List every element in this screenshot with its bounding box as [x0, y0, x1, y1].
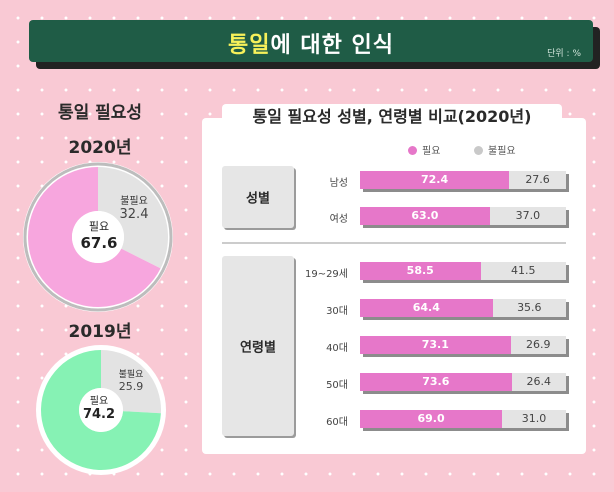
donut-2020-no-value: 32.4 — [119, 207, 149, 222]
bar-need — [360, 171, 510, 189]
donut-2019-year: 2019년 — [68, 322, 132, 342]
bar-need — [360, 262, 481, 280]
bar-need-value: 72.4 — [421, 173, 449, 186]
unit-label: 단위 : % — [547, 49, 581, 59]
bar-no-value: 26.4 — [526, 375, 552, 388]
legend-no: 불필요 — [474, 142, 516, 157]
donut-chart-2020 — [23, 162, 173, 312]
bar-need-value: 73.6 — [422, 375, 450, 388]
page-title-rest: 에 대한 인식 — [270, 33, 394, 58]
bar-need-value: 73.1 — [421, 338, 449, 351]
row-label: 남성 — [329, 178, 348, 189]
bar-no-value: 35.6 — [517, 301, 542, 314]
bar-need-value: 58.5 — [406, 264, 434, 277]
bar-need-value: 63.0 — [411, 209, 439, 222]
bar-no-value: 41.5 — [510, 264, 536, 277]
bar-track: 58.5 41.5 — [360, 262, 566, 280]
comparison-title-box: 통일 필요성 성별, 연령별 비교(2020년) — [222, 104, 562, 130]
legend-need-swatch — [408, 146, 417, 155]
donut-2019-slice-no — [101, 350, 161, 414]
page-title-highlight: 통일 — [227, 33, 271, 58]
bar-no-value: 27.6 — [525, 173, 550, 186]
bar-track: 64.4 35.6 — [360, 299, 566, 317]
bar-need — [360, 410, 503, 428]
necessity-title: 통일 필요성 — [57, 103, 143, 123]
donut-2020-hole — [72, 211, 124, 263]
bar-track: 72.4 27.6 — [360, 171, 566, 189]
bar-no-value: 37.0 — [515, 209, 541, 222]
donut-2019-slice-need — [41, 350, 161, 470]
row-label: 40대 — [326, 343, 348, 354]
bar-track: 73.6 26.4 — [360, 373, 566, 391]
donut-2019-need-value: 74.2 — [82, 407, 116, 422]
legend-need-label: 필요 — [422, 146, 441, 157]
bar-track: 73.1 26.9 — [360, 336, 566, 354]
row-label: 여성 — [329, 214, 348, 225]
legend-need: 필요 — [408, 142, 440, 157]
bar-need — [360, 336, 511, 354]
group-age-label: 연령별 — [240, 340, 276, 356]
donut-2020-need-label-text: 필요 — [88, 220, 110, 233]
legend-no-label: 불필요 — [488, 146, 516, 157]
row-label: 19~29세 — [304, 269, 348, 280]
bar-need-value: 64.4 — [412, 301, 440, 314]
donut-2020-outline — [23, 162, 173, 312]
bar-need-value: 69.0 — [417, 412, 445, 425]
donut-2020-need-label: 필요 67.6 — [74, 218, 124, 252]
bar-no-value: 26.9 — [526, 338, 551, 351]
page-title: 통일에 대한 인식 — [29, 27, 593, 59]
row-label: 60대 — [326, 417, 348, 428]
donut-2019-no-value: 25.9 — [118, 380, 144, 393]
title-banner: 통일에 대한 인식 단위 : % — [29, 20, 593, 62]
donut-2019-need-label-text: 필요 — [89, 396, 109, 407]
donut-2020-slice-no — [98, 167, 168, 269]
group-divider — [222, 242, 566, 244]
donut-2019-hole — [79, 388, 123, 432]
bar-need — [360, 373, 512, 391]
donut-2020-year: 2020년 — [68, 138, 132, 158]
bar-need — [360, 299, 493, 317]
bar-need — [360, 207, 490, 225]
legend-no-swatch — [474, 146, 483, 155]
group-age: 연령별 — [222, 256, 294, 436]
donut-2020-need-value: 67.6 — [80, 234, 118, 252]
donut-2019-need-label: 필요 74.2 — [77, 392, 121, 422]
group-gender: 성별 — [222, 166, 294, 228]
donut-2019-no-label-text: 불필요 — [118, 370, 144, 380]
donut-2020-slice-need — [27, 167, 161, 307]
donut-2020-no-label-text: 불필요 — [120, 196, 148, 207]
donut-2019-no-label: 불필요 25.9 — [110, 367, 152, 393]
bar-track: 69.0 31.0 — [360, 410, 566, 428]
group-gender-label: 성별 — [246, 191, 270, 207]
comparison-title: 통일 필요성 성별, 연령별 비교(2020년) — [252, 107, 532, 126]
donut-chart-2019 — [36, 345, 166, 475]
donut-2020-no-label: 불필요 32.4 — [112, 192, 156, 222]
bar-no-value: 31.0 — [521, 412, 547, 425]
row-label: 50대 — [326, 380, 348, 391]
row-label: 30대 — [326, 306, 348, 317]
bar-track: 63.0 37.0 — [360, 207, 566, 225]
